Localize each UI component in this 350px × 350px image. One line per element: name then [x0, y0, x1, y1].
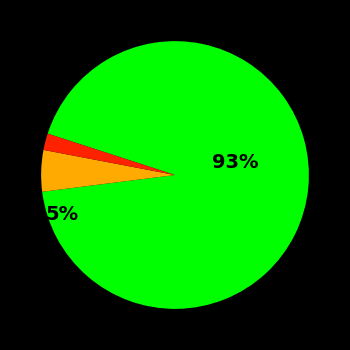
Text: 93%: 93%: [212, 153, 258, 172]
Wedge shape: [41, 150, 175, 192]
Wedge shape: [42, 41, 309, 309]
Wedge shape: [43, 134, 175, 175]
Text: 5%: 5%: [45, 205, 78, 224]
